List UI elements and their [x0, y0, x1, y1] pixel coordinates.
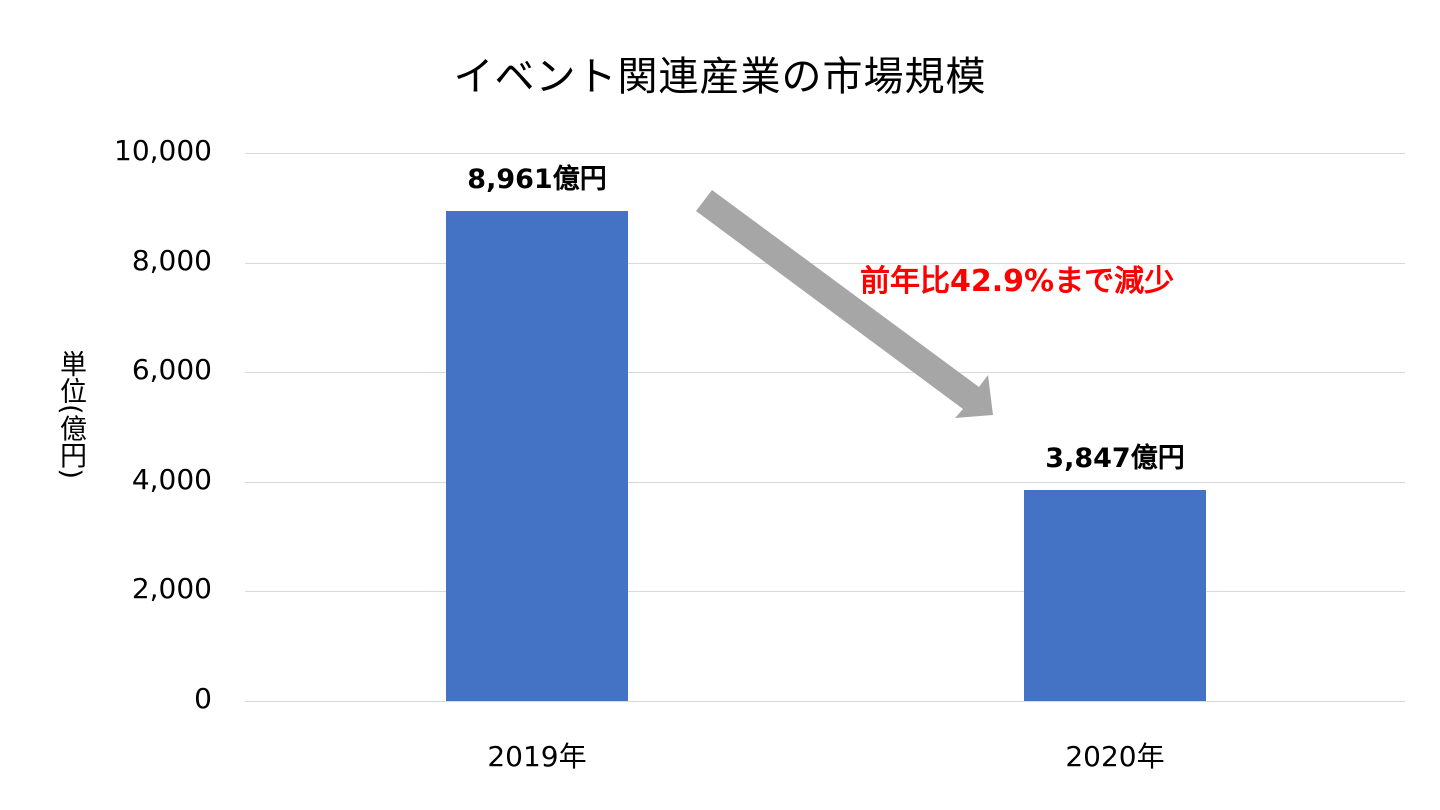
ytick-label: 10,000 [114, 134, 212, 167]
bar-2020 [1024, 490, 1206, 701]
data-label-2020: 3,847億円 [1045, 443, 1185, 474]
chart-title: イベント関連産業の市場規模 [453, 54, 987, 100]
data-label-2019: 8,961億円 [467, 164, 607, 195]
xtick-label-2020: 2020年 [1065, 740, 1165, 773]
gridline-8000 [245, 263, 1405, 264]
ytick-label: 0 [194, 682, 212, 715]
gridline-10000 [245, 153, 1405, 154]
gridline-2000 [245, 591, 1405, 592]
ytick-label: 8,000 [131, 244, 212, 277]
decline-annotation: 前年比42.9%まで減少 [860, 264, 1175, 299]
ytick-label: 2,000 [131, 572, 212, 605]
y-axis-label: 単位(億円) [55, 350, 86, 480]
bar-2019 [446, 211, 628, 701]
ytick-label: 6,000 [131, 353, 212, 386]
x-axis-baseline [245, 701, 1405, 702]
gridline-6000 [245, 372, 1405, 373]
gridline-4000 [245, 482, 1405, 483]
xtick-label-2019: 2019年 [487, 740, 587, 773]
ytick-label: 4,000 [131, 463, 212, 496]
